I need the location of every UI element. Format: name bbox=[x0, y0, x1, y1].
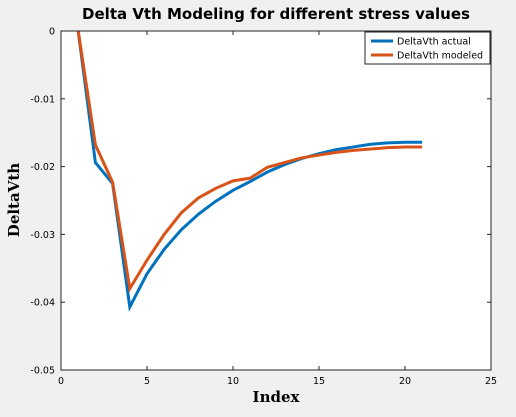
x-tick-label: 10 bbox=[227, 376, 239, 387]
series-line-actual bbox=[76, 30, 423, 312]
plot-frame bbox=[60, 30, 492, 371]
y-tick-label: -0.05 bbox=[30, 366, 55, 377]
y-tick-label: 0 bbox=[49, 27, 55, 38]
y-tick-label: -0.01 bbox=[30, 94, 55, 105]
y-tick-label: -0.04 bbox=[30, 298, 55, 309]
legend-label: DeltaVth actual bbox=[397, 37, 471, 48]
x-tick-label: 5 bbox=[144, 376, 150, 387]
x-axis-label: Index bbox=[253, 388, 301, 406]
x-tick-label: 20 bbox=[399, 376, 411, 387]
legend-label: DeltaVth modeled bbox=[397, 51, 483, 62]
legend: DeltaVth actual DeltaVth modeled bbox=[364, 31, 491, 65]
plot-area bbox=[61, 31, 491, 370]
x-tick-label: 0 bbox=[58, 376, 64, 387]
x-tick-label: 25 bbox=[485, 376, 497, 387]
y-tick-label: -0.03 bbox=[30, 230, 55, 241]
y-tick-label: -0.02 bbox=[30, 162, 55, 173]
x-tick-label: 15 bbox=[313, 376, 325, 387]
y-axis-label: DeltaVth bbox=[5, 163, 23, 237]
series-line-modeled bbox=[76, 30, 423, 293]
series-lines bbox=[76, 30, 423, 312]
legend-box bbox=[364, 31, 491, 65]
chart-title: Delta Vth Modeling for different stress … bbox=[82, 5, 470, 23]
